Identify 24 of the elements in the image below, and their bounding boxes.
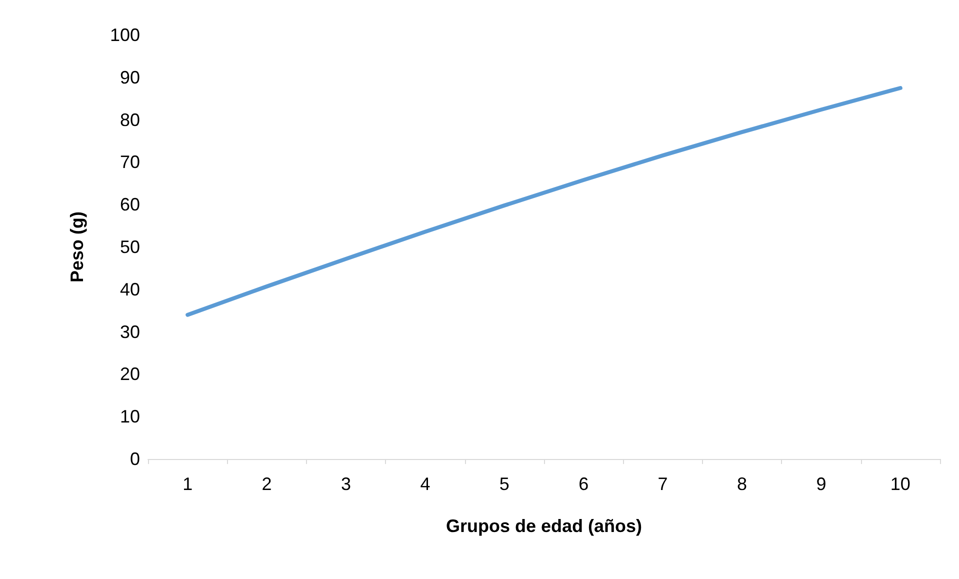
x-tick-label: 9 xyxy=(816,474,826,494)
x-tick-label: 10 xyxy=(890,474,910,494)
y-tick-label: 90 xyxy=(120,67,140,88)
x-tick-label: 6 xyxy=(578,474,589,494)
x-tick-label: 4 xyxy=(420,474,430,494)
y-axis-title: Peso (g) xyxy=(67,211,87,283)
y-tick-label: 20 xyxy=(120,364,140,384)
y-tick-label: 10 xyxy=(120,406,140,427)
x-tick-label: 7 xyxy=(658,474,668,494)
x-tick-label: 2 xyxy=(262,474,272,494)
x-tick-label: 8 xyxy=(736,474,748,494)
x-tick-label: 5 xyxy=(499,474,510,494)
y-tick-label: 50 xyxy=(120,237,140,257)
y-tick-label: 100 xyxy=(110,25,140,45)
line-series xyxy=(186,86,902,317)
x-tick-label: 3 xyxy=(340,474,352,494)
x-tick-label: 1 xyxy=(182,474,193,494)
y-tick-label: 40 xyxy=(120,279,140,300)
y-tick-label: 60 xyxy=(120,194,140,215)
y-tick-label: 70 xyxy=(120,152,140,172)
y-tick-label: 80 xyxy=(120,110,140,130)
y-tick-label: 30 xyxy=(120,322,140,342)
y-tick-label: 0 xyxy=(130,449,140,469)
x-axis-title: Grupos de edad (años) xyxy=(446,516,642,536)
